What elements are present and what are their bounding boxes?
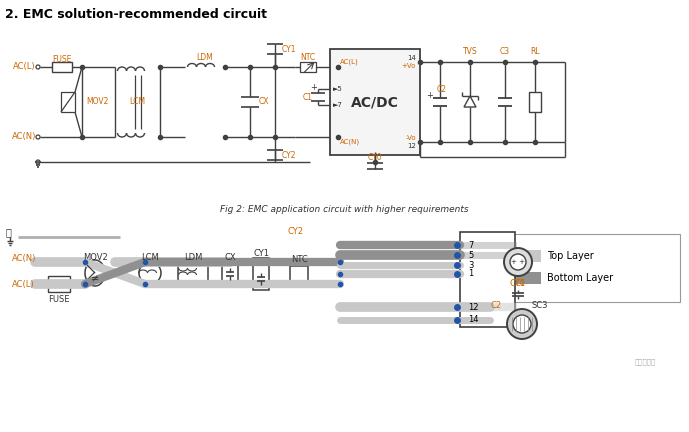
- Bar: [503, 250, 541, 262]
- Text: C2: C2: [491, 302, 502, 311]
- Bar: [290, 266, 308, 282]
- Text: 5: 5: [468, 251, 473, 260]
- Text: AC(L): AC(L): [340, 59, 359, 65]
- Ellipse shape: [504, 248, 532, 276]
- Bar: [330, 49, 420, 155]
- Text: 14: 14: [407, 55, 416, 61]
- Bar: [52, 62, 72, 72]
- Text: CY0: CY0: [368, 153, 382, 162]
- Bar: [178, 262, 208, 282]
- Text: LDM: LDM: [196, 54, 214, 63]
- Bar: [48, 276, 70, 292]
- Text: LDM: LDM: [184, 252, 202, 261]
- Bar: [300, 62, 316, 72]
- Text: 12: 12: [407, 143, 416, 149]
- Text: CY1: CY1: [282, 44, 296, 54]
- Text: 14: 14: [468, 315, 478, 324]
- Ellipse shape: [513, 315, 531, 333]
- Bar: [61, 92, 75, 112]
- Text: MOV2: MOV2: [83, 252, 107, 261]
- Text: MOV2: MOV2: [86, 98, 108, 107]
- Text: ►5: ►5: [333, 86, 342, 92]
- Text: 3: 3: [468, 260, 473, 270]
- Text: ⏚: ⏚: [5, 227, 11, 237]
- Text: AC(L): AC(L): [12, 280, 34, 289]
- Text: NTC: NTC: [300, 53, 315, 61]
- Bar: [222, 260, 238, 284]
- Bar: [529, 92, 541, 112]
- Text: ≠: ≠: [91, 273, 99, 283]
- Text: Fig 2: EMC application circuit with higher requirements: Fig 2: EMC application circuit with high…: [220, 206, 469, 215]
- Text: 2. EMC solution-recommended circuit: 2. EMC solution-recommended circuit: [5, 8, 267, 21]
- Text: ►7: ►7: [333, 102, 343, 108]
- Text: AC/DC: AC/DC: [351, 95, 399, 109]
- Text: AC(N): AC(N): [12, 133, 36, 142]
- Text: C3: C3: [500, 48, 510, 57]
- Text: CY0: CY0: [510, 280, 526, 289]
- Text: +: +: [426, 90, 433, 99]
- Text: NTC: NTC: [291, 255, 307, 264]
- Ellipse shape: [507, 309, 537, 339]
- Text: CY1: CY1: [253, 250, 269, 258]
- Text: CX: CX: [224, 252, 236, 261]
- Text: AC(N): AC(N): [12, 254, 37, 264]
- Ellipse shape: [139, 262, 161, 284]
- Text: SC3: SC3: [532, 302, 548, 311]
- Ellipse shape: [510, 254, 526, 270]
- Text: CY2: CY2: [287, 228, 303, 236]
- Text: LCM: LCM: [130, 98, 145, 107]
- Text: 7: 7: [468, 241, 473, 250]
- Text: -Vo: -Vo: [405, 135, 416, 141]
- Text: 电子发烧友: 电子发烧友: [635, 359, 656, 365]
- Text: C2: C2: [437, 86, 447, 95]
- Text: + +: + +: [511, 259, 525, 265]
- Bar: [495, 234, 680, 302]
- Text: CX: CX: [259, 98, 269, 107]
- Ellipse shape: [85, 260, 105, 286]
- Text: Top Layer: Top Layer: [547, 251, 594, 261]
- Text: RL: RL: [531, 48, 539, 57]
- Text: CY2: CY2: [282, 150, 296, 159]
- Text: +: +: [311, 83, 318, 92]
- Text: FUSE: FUSE: [52, 54, 72, 64]
- Text: Bottom Layer: Bottom Layer: [547, 273, 613, 283]
- Text: C1: C1: [515, 280, 526, 289]
- Text: 12: 12: [468, 302, 478, 311]
- Text: TVS: TVS: [463, 48, 477, 57]
- Bar: [253, 258, 269, 290]
- Text: C1: C1: [303, 92, 313, 102]
- Text: LCM: LCM: [141, 252, 159, 261]
- Bar: [460, 232, 515, 327]
- Text: 1: 1: [468, 270, 473, 279]
- Bar: [503, 272, 541, 284]
- Text: AC(N): AC(N): [340, 139, 360, 145]
- Text: +Vo: +Vo: [402, 63, 416, 69]
- Text: AC(L): AC(L): [13, 63, 36, 72]
- Text: FUSE: FUSE: [48, 295, 70, 304]
